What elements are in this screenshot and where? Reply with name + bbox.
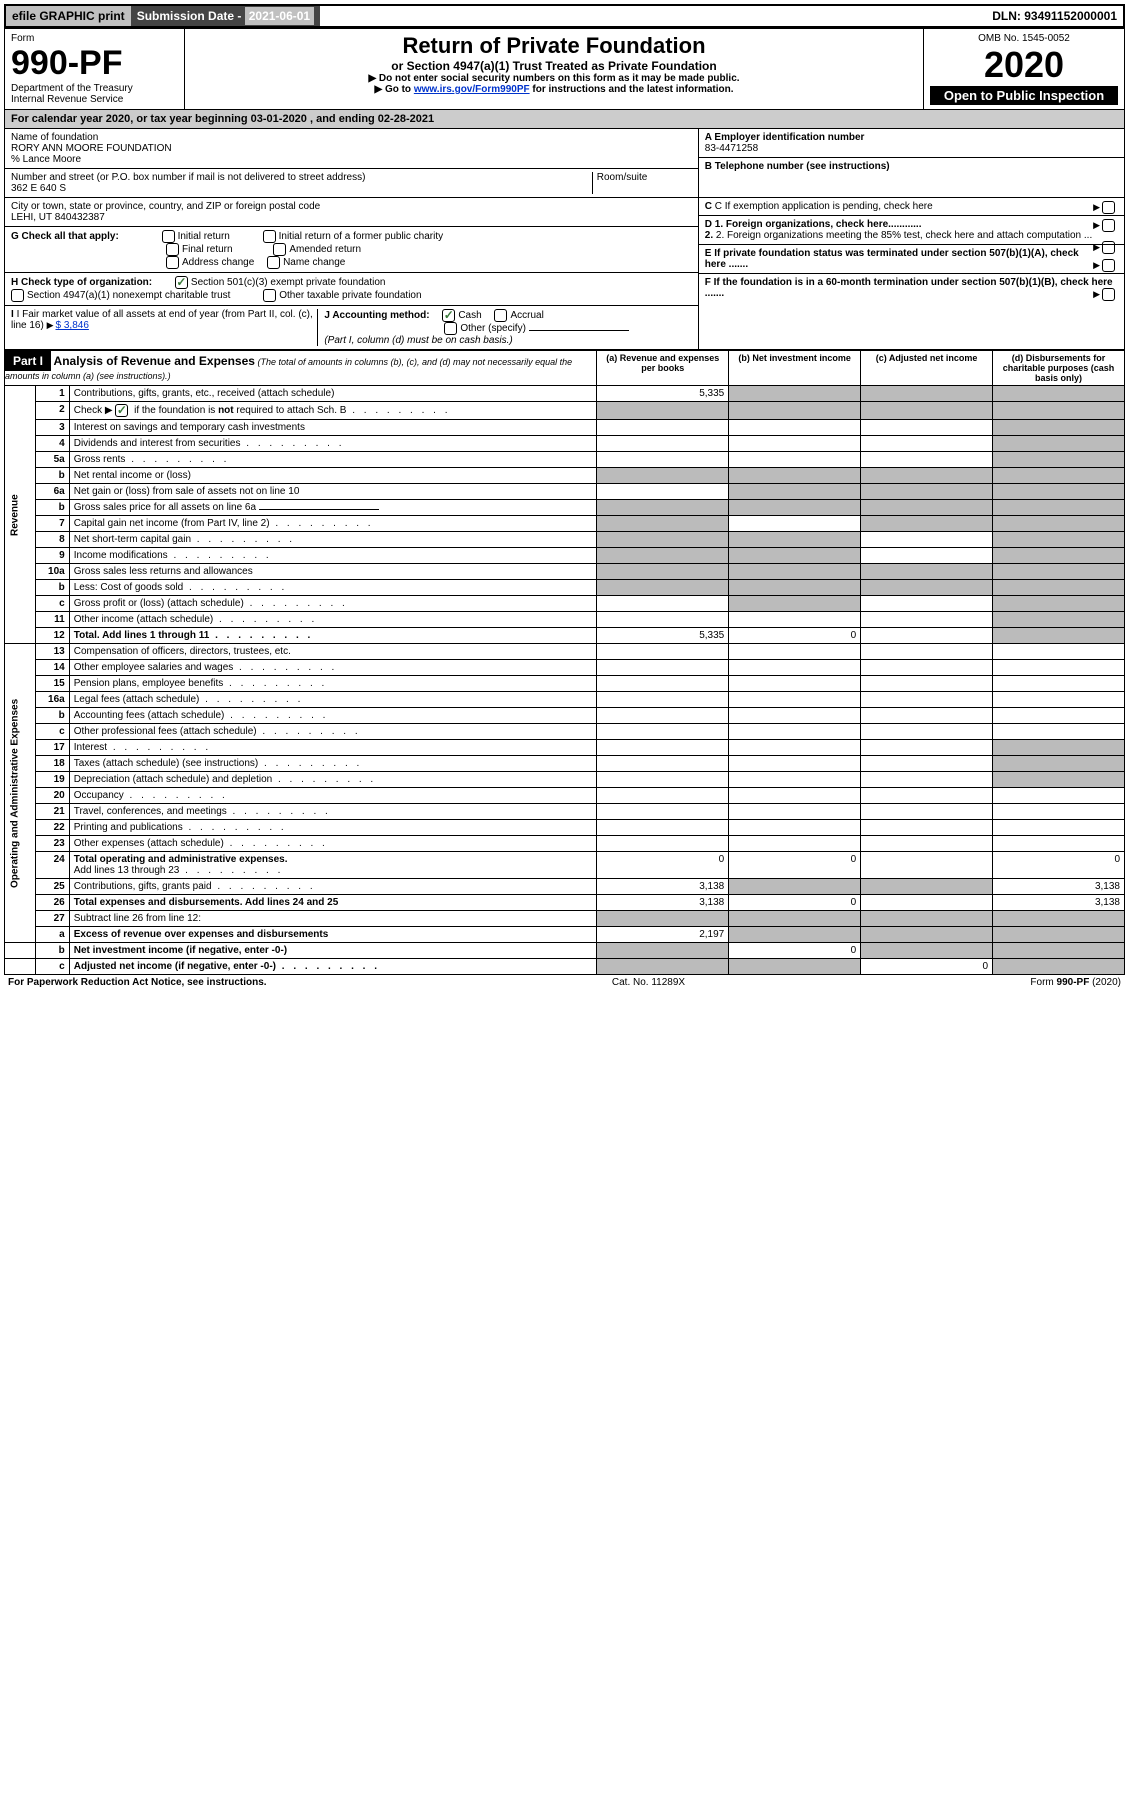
part1-table: Part I Analysis of Revenue and Expenses … (4, 350, 1125, 975)
foundation-name-cell: Name of foundation RORY ANN MOORE FOUNDA… (5, 129, 698, 169)
col-a-header: (a) Revenue and expenses per books (597, 351, 729, 386)
checkbox-other-taxable[interactable] (263, 289, 276, 302)
form-header: Form 990-PF Department of the Treasury I… (4, 28, 1125, 110)
efile-label: efile GRAPHIC print (6, 6, 131, 26)
checkbox-schb[interactable] (115, 404, 128, 417)
title-col: Return of Private Foundation or Section … (185, 29, 924, 109)
tax-year: 2020 (930, 44, 1118, 86)
revenue-side-label: Revenue (5, 386, 36, 644)
col-c-header: (c) Adjusted net income (861, 351, 993, 386)
checkbox-other-method[interactable] (444, 322, 457, 335)
section-h: H Check type of organization: Section 50… (5, 273, 698, 306)
checkbox-amended[interactable] (273, 243, 286, 256)
subdate: Submission Date - 2021-06-01 (131, 6, 320, 26)
checkbox-f[interactable] (1102, 288, 1115, 301)
ein-cell: A Employer identification number 83-4471… (699, 129, 1124, 158)
checkbox-4947[interactable] (11, 289, 24, 302)
form-number: 990-PF (11, 44, 178, 83)
calendar-year: For calendar year 2020, or tax year begi… (4, 110, 1125, 129)
checkbox-final[interactable] (166, 243, 179, 256)
col-d-header: (d) Disbursements for charitable purpose… (993, 351, 1125, 386)
checkbox-initial-former[interactable] (263, 230, 276, 243)
footer-left: For Paperwork Reduction Act Notice, see … (8, 977, 267, 988)
address-cell: Number and street (or P.O. box number if… (5, 169, 698, 198)
checkbox-accrual[interactable] (494, 309, 507, 322)
checkbox-e[interactable] (1102, 259, 1115, 272)
irs-link[interactable]: www.irs.gov/Form990PF (414, 84, 530, 95)
footer-right: Form 990-PF (2020) (1030, 977, 1121, 988)
checkbox-initial[interactable] (162, 230, 175, 243)
checkbox-501c3[interactable] (175, 276, 188, 289)
dln: DLN: 93491152000001 (986, 6, 1123, 26)
year-col: OMB No. 1545-0052 2020 Open to Public In… (924, 29, 1124, 109)
tel-cell: B Telephone number (see instructions) (699, 158, 1124, 198)
footer: For Paperwork Reduction Act Notice, see … (4, 975, 1125, 990)
city-cell: City or town, state or province, country… (5, 198, 698, 227)
col-b-header: (b) Net investment income (729, 351, 861, 386)
top-bar: efile GRAPHIC print Submission Date - 20… (4, 4, 1125, 28)
footer-mid: Cat. No. 11289X (612, 977, 685, 988)
checkbox-d1[interactable] (1102, 219, 1115, 232)
fmv-link[interactable]: $ 3,846 (56, 320, 89, 331)
section-c: C C If exemption application is pending,… (699, 198, 1124, 216)
section-g: G Check all that apply: Initial return I… (5, 227, 698, 273)
expenses-side-label: Operating and Administrative Expenses (5, 644, 36, 943)
checkbox-namechange[interactable] (267, 256, 280, 269)
checkbox-cash[interactable] (442, 309, 455, 322)
section-ij: I I Fair market value of all assets at e… (5, 306, 698, 349)
main-title: Return of Private Foundation (191, 33, 917, 59)
checkbox-d2[interactable] (1102, 241, 1115, 254)
section-d: D 1. Foreign organizations, check here..… (699, 216, 1124, 245)
section-e: E If private foundation status was termi… (699, 245, 1124, 274)
info-grid: Name of foundation RORY ANN MOORE FOUNDA… (4, 129, 1125, 350)
form-col: Form 990-PF Department of the Treasury I… (5, 29, 185, 109)
section-f: F If the foundation is in a 60-month ter… (699, 274, 1124, 302)
checkbox-c[interactable] (1102, 201, 1115, 214)
part1-label: Part I (5, 351, 51, 371)
checkbox-address[interactable] (166, 256, 179, 269)
